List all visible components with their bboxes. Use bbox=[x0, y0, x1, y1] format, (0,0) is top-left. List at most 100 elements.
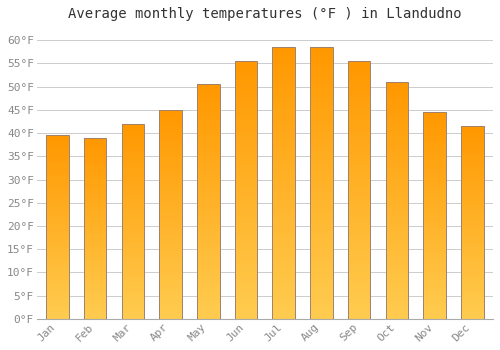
Bar bbox=[424, 231, 446, 234]
Bar bbox=[234, 222, 258, 225]
Bar bbox=[310, 153, 333, 156]
Bar bbox=[234, 187, 258, 190]
Bar bbox=[386, 307, 408, 310]
Bar bbox=[424, 285, 446, 288]
Bar bbox=[310, 61, 333, 64]
Bar bbox=[348, 126, 370, 129]
Bar bbox=[424, 288, 446, 290]
Bar bbox=[348, 106, 370, 110]
Bar bbox=[84, 231, 106, 233]
Bar bbox=[234, 135, 258, 139]
Bar bbox=[424, 208, 446, 210]
Bar bbox=[461, 141, 483, 143]
Bar bbox=[272, 254, 295, 258]
Bar bbox=[122, 243, 144, 246]
Bar bbox=[197, 293, 220, 295]
Bar bbox=[386, 180, 408, 183]
Bar bbox=[197, 119, 220, 122]
Bar bbox=[160, 133, 182, 136]
Bar bbox=[46, 289, 69, 291]
Bar bbox=[424, 311, 446, 314]
Bar bbox=[461, 191, 483, 194]
Bar bbox=[461, 184, 483, 186]
Bar bbox=[272, 217, 295, 220]
Bar bbox=[461, 259, 483, 261]
Bar bbox=[424, 122, 446, 125]
Bar bbox=[160, 170, 182, 173]
Bar bbox=[424, 117, 446, 120]
Bar bbox=[461, 237, 483, 239]
Bar bbox=[234, 74, 258, 77]
Bar bbox=[234, 148, 258, 151]
Bar bbox=[272, 98, 295, 102]
Bar bbox=[348, 164, 370, 167]
Bar bbox=[46, 135, 69, 319]
Bar bbox=[197, 131, 220, 134]
Bar bbox=[348, 116, 370, 119]
Bar bbox=[424, 296, 446, 298]
Bar bbox=[160, 160, 182, 162]
Bar bbox=[272, 251, 295, 254]
Bar bbox=[160, 295, 182, 298]
Bar bbox=[348, 309, 370, 313]
Bar bbox=[122, 256, 144, 258]
Bar bbox=[310, 312, 333, 315]
Bar bbox=[310, 139, 333, 142]
Bar bbox=[348, 171, 370, 174]
Bar bbox=[424, 283, 446, 285]
Bar bbox=[386, 120, 408, 124]
Bar bbox=[461, 153, 483, 155]
Bar bbox=[348, 132, 370, 135]
Bar bbox=[386, 278, 408, 280]
Bar bbox=[272, 234, 295, 237]
Bar bbox=[197, 149, 220, 152]
Bar bbox=[84, 215, 106, 217]
Bar bbox=[234, 293, 258, 296]
Bar bbox=[234, 151, 258, 155]
Bar bbox=[46, 195, 69, 197]
Bar bbox=[234, 161, 258, 164]
Bar bbox=[386, 242, 408, 245]
Bar bbox=[197, 228, 220, 231]
Bar bbox=[197, 105, 220, 108]
Bar bbox=[310, 251, 333, 254]
Bar bbox=[461, 208, 483, 210]
Bar bbox=[272, 292, 295, 295]
Bar bbox=[272, 105, 295, 108]
Bar bbox=[160, 196, 182, 199]
Bar bbox=[348, 158, 370, 161]
Bar bbox=[234, 251, 258, 254]
Bar bbox=[461, 126, 483, 319]
Bar bbox=[84, 244, 106, 246]
Bar bbox=[348, 199, 370, 203]
Bar bbox=[46, 177, 69, 179]
Bar bbox=[424, 252, 446, 254]
Bar bbox=[310, 224, 333, 227]
Bar bbox=[84, 149, 106, 151]
Bar bbox=[424, 216, 446, 218]
Bar bbox=[160, 183, 182, 186]
Bar bbox=[122, 136, 144, 139]
Bar bbox=[386, 268, 408, 272]
Bar bbox=[461, 172, 483, 174]
Bar bbox=[46, 250, 69, 252]
Bar bbox=[160, 233, 182, 235]
Bar bbox=[122, 273, 144, 275]
Bar bbox=[386, 88, 408, 91]
Bar bbox=[160, 267, 182, 269]
Bar bbox=[234, 219, 258, 222]
Bar bbox=[46, 239, 69, 241]
Bar bbox=[197, 193, 220, 196]
Bar bbox=[424, 135, 446, 138]
Bar bbox=[122, 148, 144, 150]
Bar bbox=[160, 238, 182, 240]
Bar bbox=[386, 191, 408, 195]
Bar bbox=[386, 316, 408, 319]
Bar bbox=[46, 190, 69, 193]
Bar bbox=[348, 287, 370, 290]
Bar bbox=[234, 71, 258, 74]
Bar bbox=[160, 178, 182, 180]
Bar bbox=[160, 261, 182, 264]
Bar bbox=[46, 142, 69, 145]
Bar bbox=[160, 157, 182, 160]
